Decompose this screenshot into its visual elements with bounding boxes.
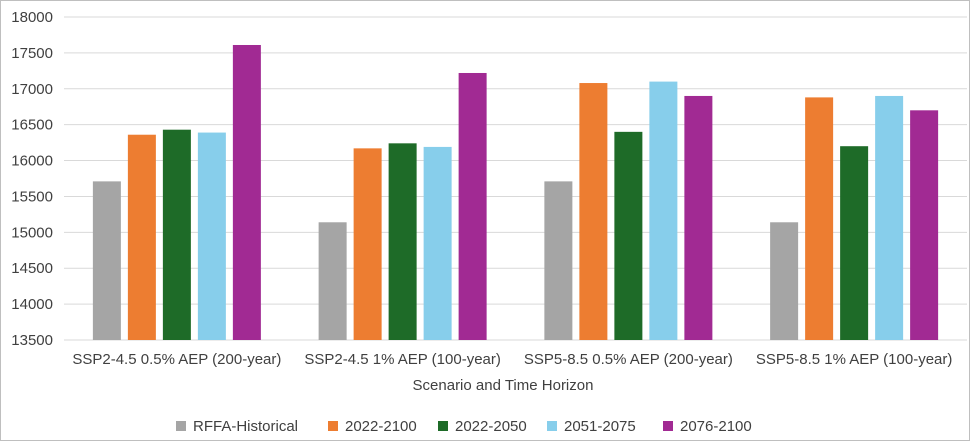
bar bbox=[127, 134, 156, 340]
legend-label: RFFA-Historical bbox=[193, 418, 298, 435]
legend-label: 2022-2100 bbox=[345, 418, 417, 435]
x-tick-label: SSP2-4.5 1% AEP (100-year) bbox=[304, 351, 501, 368]
y-tick-label: 17000 bbox=[11, 81, 53, 98]
x-axis-tick-labels: SSP2-4.5 0.5% AEP (200-year) SSP2-4.5 1% … bbox=[72, 351, 952, 368]
y-tick-label: 15500 bbox=[11, 188, 53, 205]
bar bbox=[353, 148, 382, 340]
legend-swatch bbox=[176, 421, 186, 431]
legend-swatch bbox=[547, 421, 557, 431]
legend-label: 2076-2100 bbox=[680, 418, 752, 435]
legend-label: 2051-2075 bbox=[564, 418, 636, 435]
bar bbox=[423, 146, 452, 340]
bar bbox=[232, 44, 261, 340]
y-tick-label: 16500 bbox=[11, 117, 53, 134]
bar bbox=[875, 95, 904, 340]
bar bbox=[684, 95, 713, 340]
y-tick-label: 14500 bbox=[11, 260, 53, 277]
legend-swatch bbox=[438, 421, 448, 431]
y-tick-label: 15000 bbox=[11, 224, 53, 241]
x-axis-label: Scenario and Time Horizon bbox=[413, 377, 594, 394]
bar bbox=[318, 222, 347, 340]
bar bbox=[910, 110, 939, 340]
x-tick-label: SSP2-4.5 0.5% AEP (200-year) bbox=[72, 351, 281, 368]
bar bbox=[197, 132, 226, 340]
y-tick-label: 18000 bbox=[11, 9, 53, 26]
bar bbox=[458, 72, 487, 340]
bar bbox=[544, 181, 573, 340]
y-tick-label: 16000 bbox=[11, 153, 53, 170]
bar bbox=[388, 143, 417, 340]
bar bbox=[805, 97, 834, 340]
bar bbox=[162, 129, 191, 340]
legend-label: 2022-2050 bbox=[455, 418, 527, 435]
bar bbox=[649, 81, 678, 340]
bar bbox=[92, 181, 121, 340]
legend: RFFA-Historical 2022-2100 2022-2050 2051-20… bbox=[176, 418, 752, 435]
x-tick-label: SSP5-8.5 0.5% AEP (200-year) bbox=[524, 351, 733, 368]
bar bbox=[840, 146, 869, 340]
bars bbox=[92, 44, 939, 340]
bar bbox=[614, 131, 643, 340]
legend-swatch bbox=[328, 421, 338, 431]
bar bbox=[770, 222, 799, 340]
y-tick-label: 13500 bbox=[11, 332, 53, 349]
y-axis-tick-labels: 13500 14000 14500 15000 15500 16000 16500 17000… bbox=[11, 9, 53, 349]
x-tick-label: SSP5-8.5 1% AEP (100-year) bbox=[756, 351, 953, 368]
y-tick-label: 17500 bbox=[11, 45, 53, 62]
legend-swatch bbox=[663, 421, 673, 431]
bar bbox=[579, 83, 608, 340]
y-tick-label: 14000 bbox=[11, 296, 53, 313]
